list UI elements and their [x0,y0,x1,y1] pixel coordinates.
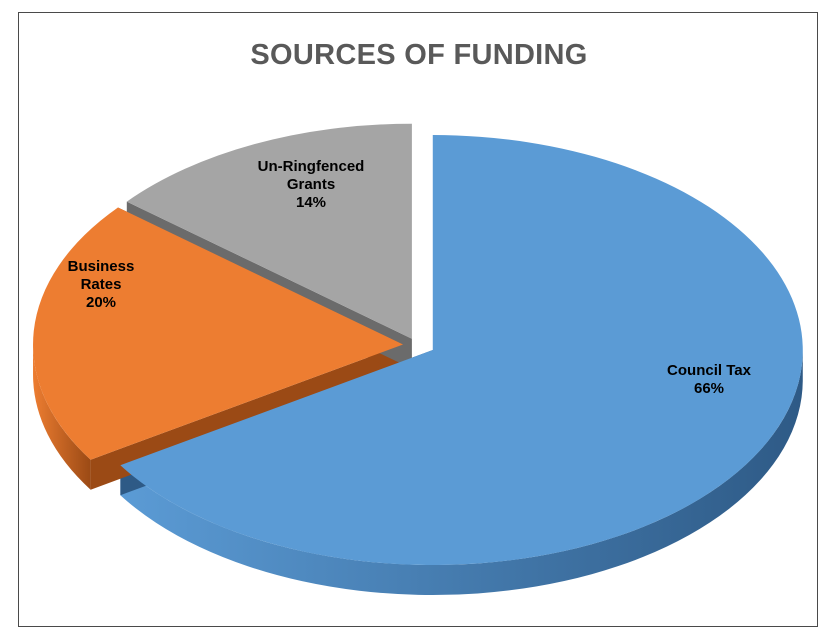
chart-frame: SOURCES OF FUNDING Council Tax 66% Busines… [18,12,818,627]
pie-slice-business-rates [33,207,404,460]
slice-value-label: 20% [86,294,116,311]
slice-name-label: Grants [287,176,335,193]
pie-side-business-rates [33,344,91,490]
chart-title: SOURCES OF FUNDING [250,39,588,71]
pie-slice-council-tax [120,135,803,566]
pie-slice-un-ringfenced-grants [126,123,412,339]
slice-value-label: 66% [694,380,724,397]
pie-side-council-tax [120,350,803,596]
slice-name-label: Rates [81,276,122,293]
slice-name-label: Business [68,258,135,275]
slice-value-label: 14% [296,194,326,211]
pie-tops [33,123,803,566]
slice-name-label: Council Tax [667,362,752,379]
slice-name-label: Un-Ringfenced [258,158,365,175]
